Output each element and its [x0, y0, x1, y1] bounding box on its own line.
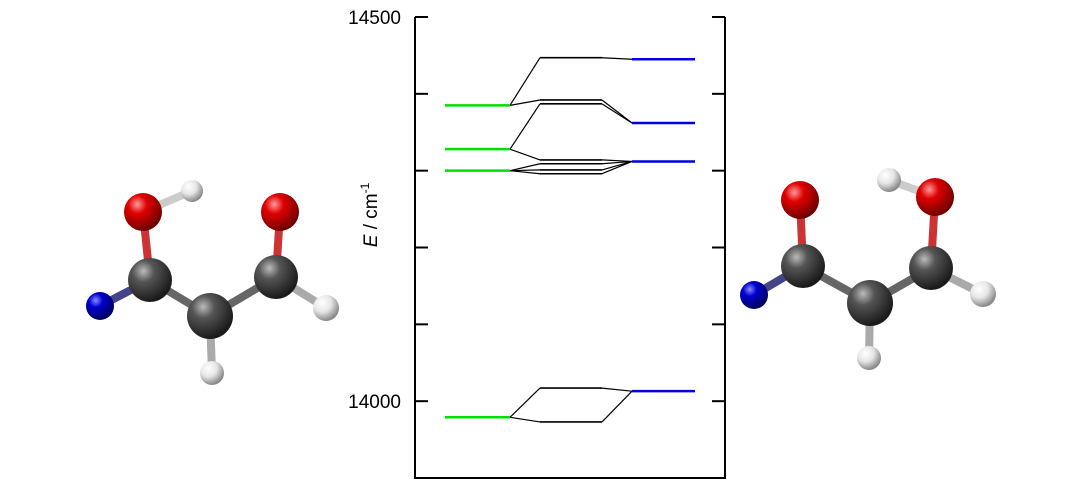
connector — [509, 416, 541, 423]
y-tick-label: 14000 — [348, 392, 401, 413]
connector — [601, 160, 633, 165]
molecule-right — [740, 168, 996, 370]
connector — [601, 57, 633, 60]
y-axis-label: E / cm-1 — [358, 182, 382, 247]
connector — [601, 160, 633, 175]
molecule-left — [86, 180, 339, 385]
connector — [509, 387, 541, 418]
connector — [509, 170, 541, 175]
connector — [601, 103, 633, 124]
connector — [601, 390, 633, 423]
connector — [509, 103, 541, 150]
connector — [509, 163, 541, 172]
connector — [509, 169, 541, 172]
connector — [509, 57, 541, 106]
connector — [509, 148, 541, 161]
y-tick-label: 14500 — [348, 8, 401, 29]
connector — [601, 387, 633, 392]
connector — [601, 159, 633, 163]
connector — [509, 99, 541, 106]
